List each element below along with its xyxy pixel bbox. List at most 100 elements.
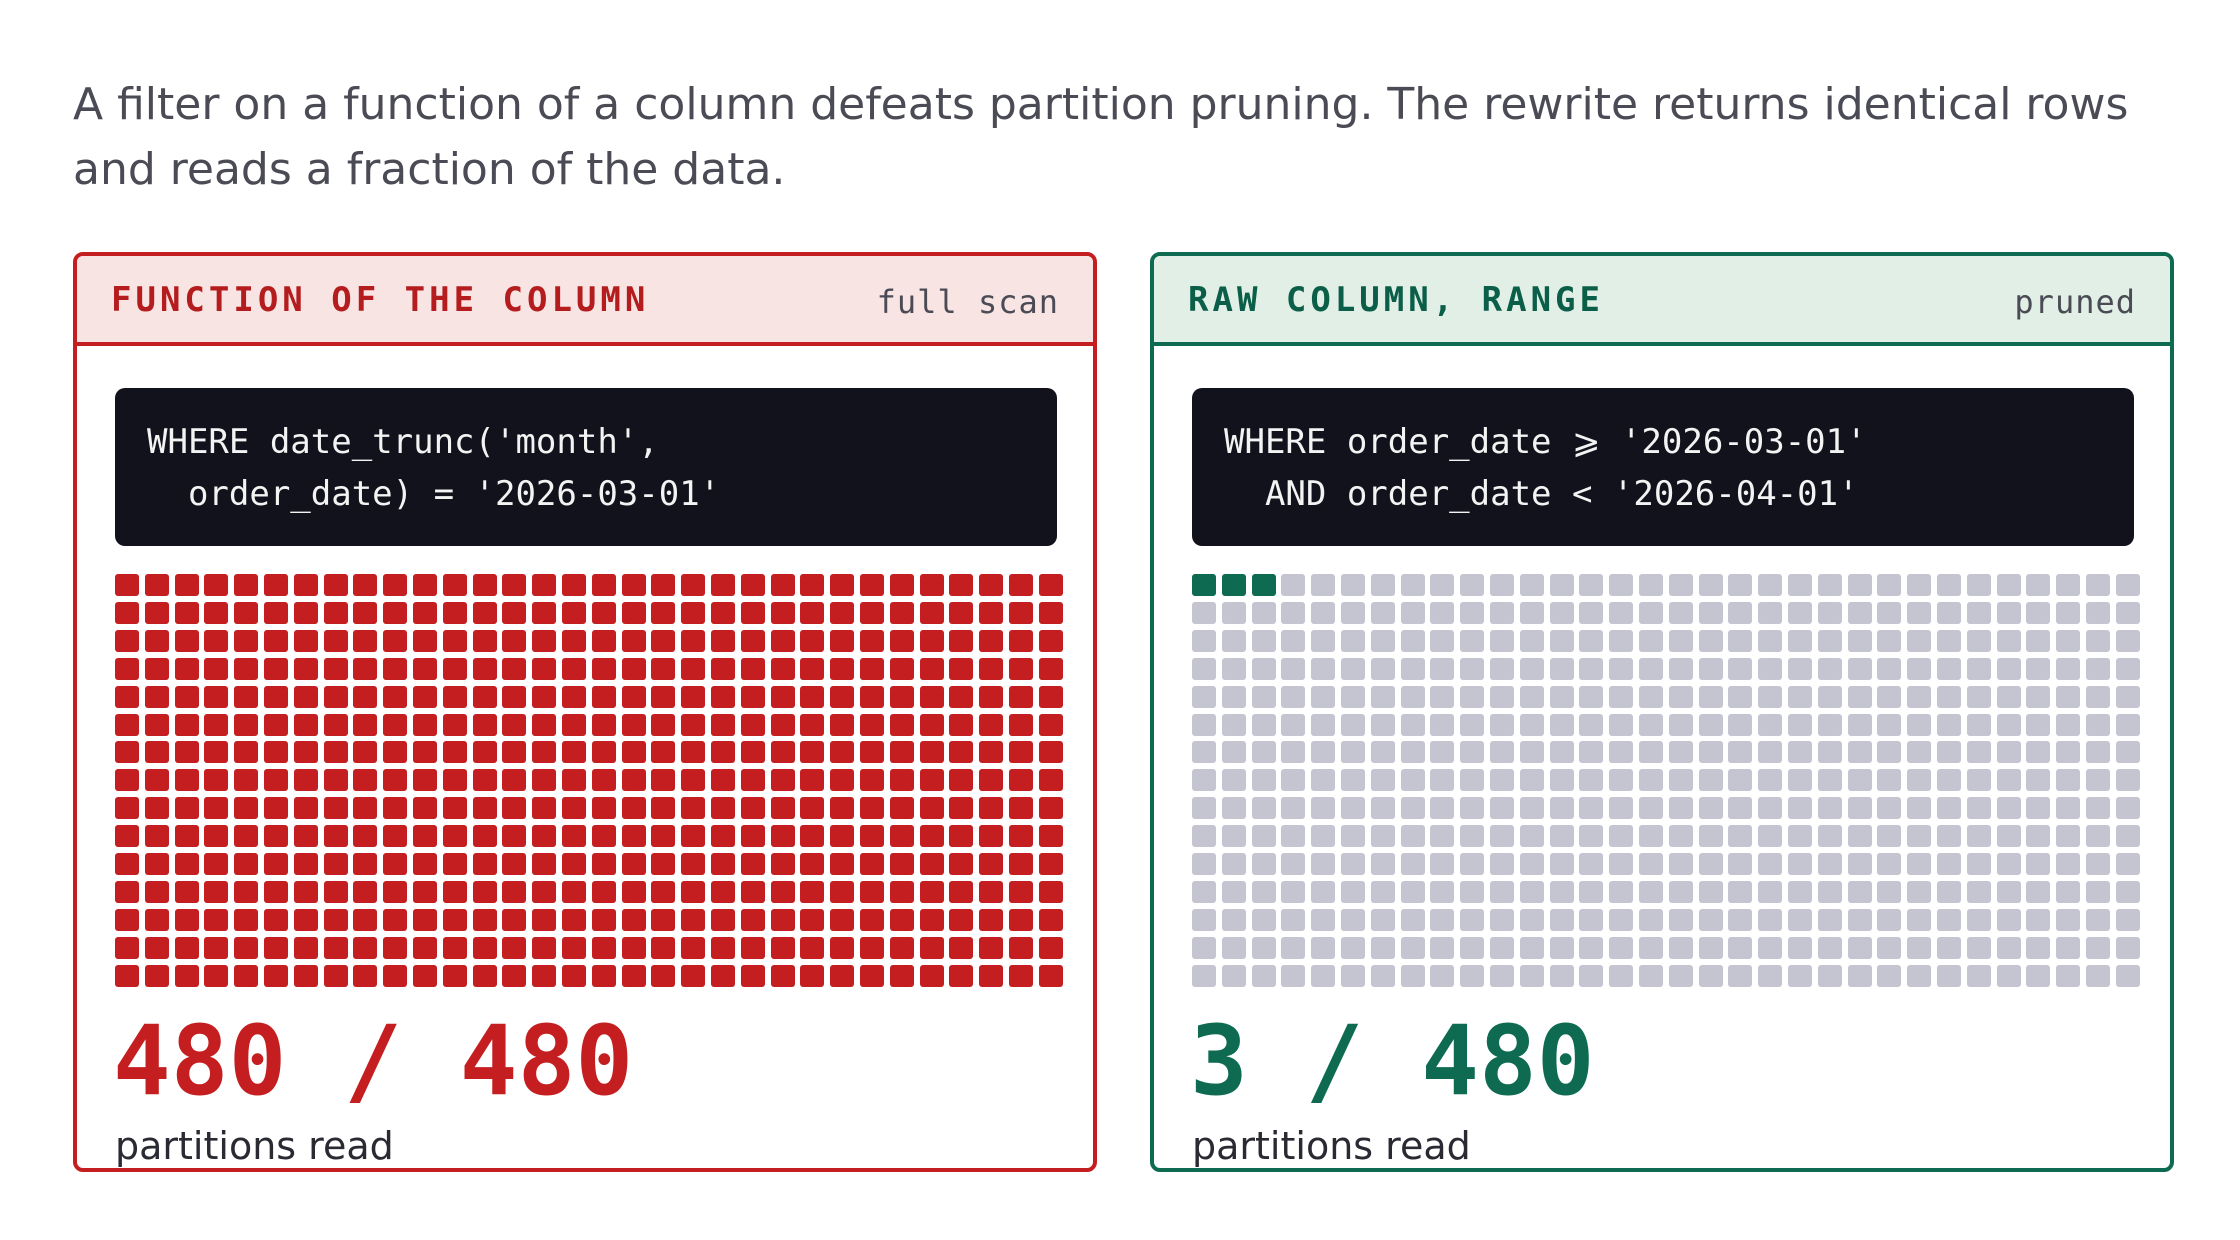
partition-read [264,853,288,875]
partition-read [353,880,378,903]
partition-skipped [1728,657,1753,680]
partition-read [949,685,974,708]
partition-skipped [1430,936,1455,959]
partition-skipped [1192,936,1216,959]
partition-skipped [1817,880,1842,903]
partition-read [591,908,616,931]
partition-skipped [1609,853,1634,875]
partition-read [532,601,557,624]
partition-skipped [1400,741,1425,764]
partition-skipped [1490,964,1514,987]
partition-read [442,657,467,680]
partition-read [711,657,735,680]
partition-skipped [1758,629,1783,652]
partition-read [144,574,169,596]
partition-skipped [1341,880,1365,903]
partition-skipped [1668,657,1693,680]
partition-read [323,713,348,736]
partition-skipped [1370,964,1395,987]
partition-read [591,657,616,680]
partition-read [383,601,408,624]
partition-read [919,797,944,820]
partition-skipped [1192,629,1216,652]
partition-skipped [1311,797,1336,820]
partition-read [889,908,914,931]
partition-skipped [1490,797,1514,820]
partition-read [353,936,378,959]
partition-skipped [2026,601,2051,624]
partition-read [860,853,884,875]
partition-skipped [1341,936,1365,959]
partition-read [979,601,1004,624]
partition-skipped [1639,657,1663,680]
partition-skipped [1758,657,1783,680]
panel-header: FUNCTION OF THE COLUMN full scan [77,256,1093,346]
partition-skipped [1192,880,1216,903]
partition-skipped [1221,880,1246,903]
partition-read [830,880,855,903]
partition-read [472,769,497,792]
partition-skipped [1579,964,1604,987]
partition-read [979,769,1004,792]
partition-skipped [1311,880,1336,903]
partition-read [621,964,646,987]
partition-read [651,964,676,987]
partition-skipped [1251,964,1276,987]
partition-read [681,964,706,987]
partition-skipped [2115,936,2140,959]
partition-skipped [1758,797,1783,820]
partition-skipped [1549,657,1574,680]
partition-read [770,601,795,624]
partition-skipped [1221,853,1246,875]
partition-skipped [2026,713,2051,736]
partition-skipped [1877,825,1902,848]
partition-skipped [1430,741,1455,764]
partition-read [711,908,735,931]
partition-skipped [2115,574,2140,596]
partition-skipped [1341,741,1365,764]
partition-read [204,601,229,624]
partition-skipped [1460,936,1485,959]
partition-read [562,908,586,931]
partition-skipped [1817,936,1842,959]
partition-skipped [1639,797,1663,820]
partition-read [293,908,318,931]
partition-read [234,574,259,596]
partition-read [651,713,676,736]
partition-read [681,713,706,736]
partition-read [383,741,408,764]
partition-skipped [2056,741,2081,764]
partition-skipped [1579,825,1604,848]
partition-skipped [1668,601,1693,624]
partitions-read-label: partitions read [1192,1124,1471,1168]
partition-skipped [1519,629,1544,652]
partition-skipped [1430,908,1455,931]
partition-skipped [1639,629,1663,652]
partition-read [144,629,169,652]
panel-tag: full scan [876,283,1059,321]
partition-skipped [2086,825,2110,848]
partition-read [562,964,586,987]
partition-read [264,629,288,652]
partition-skipped [1698,601,1723,624]
partition-skipped [1281,741,1306,764]
partition-skipped [1817,657,1842,680]
partition-read [860,657,884,680]
partition-skipped [1639,908,1663,931]
full-scan-panel: FUNCTION OF THE COLUMN full scan WHERE d… [73,252,1097,1172]
partition-skipped [1937,880,1961,903]
partition-skipped [1579,769,1604,792]
partition-read [502,936,527,959]
partition-skipped [1907,825,1932,848]
partition-read [651,685,676,708]
partition-skipped [1907,908,1932,931]
partition-skipped [1728,601,1753,624]
partition-read [413,908,437,931]
partition-skipped [1490,629,1514,652]
partition-read [770,657,795,680]
partition-read [383,713,408,736]
partition-skipped [1519,880,1544,903]
partition-read [591,741,616,764]
partition-read [204,685,229,708]
partition-skipped [1251,769,1276,792]
